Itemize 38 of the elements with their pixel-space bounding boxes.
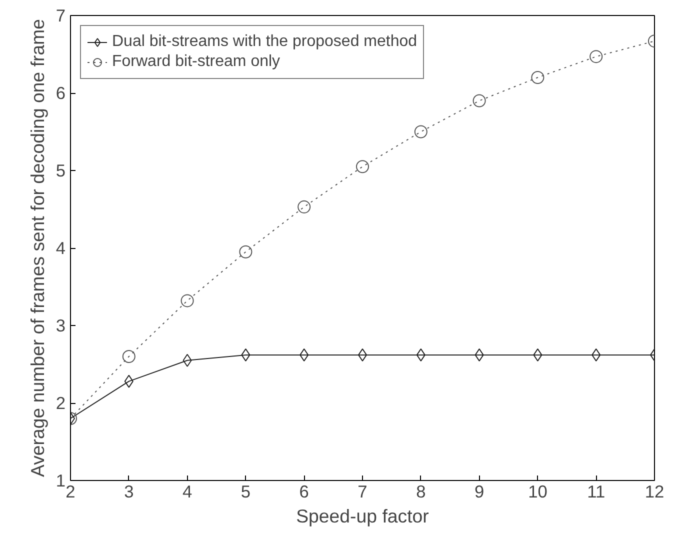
point: [533, 348, 542, 362]
legend-label: Dual bit-streams with the proposed method: [112, 33, 418, 51]
x-axis-title: Speed-up factor: [296, 506, 429, 526]
point: [474, 348, 484, 362]
x-tick-label: 4: [182, 482, 192, 502]
x-tick-label: 3: [124, 482, 134, 502]
y-tick-label: 3: [56, 316, 66, 336]
y-tick-label: 5: [56, 160, 66, 180]
point: [592, 348, 601, 362]
y-tick-label: 2: [56, 393, 66, 413]
x-tick-label: 9: [474, 482, 484, 502]
y-tick-label: 4: [56, 238, 66, 258]
point: [180, 294, 194, 308]
point: [298, 200, 311, 214]
point: [241, 348, 250, 362]
point: [356, 160, 369, 174]
x-tick-label: 12: [644, 482, 664, 502]
x-tick-label: 6: [299, 482, 309, 502]
point: [182, 354, 192, 367]
x-tick-label: 8: [416, 482, 426, 502]
y-axis-title: Average number of frames sent for decoding one frame: [26, 18, 48, 478]
point: [239, 245, 252, 258]
y-tick-label: 7: [56, 6, 66, 26]
y-tick-label: 1: [56, 470, 66, 490]
point: [531, 71, 544, 84]
point: [122, 350, 136, 363]
x-tick-label: 5: [240, 482, 251, 502]
legend-label: Forward bit-stream only: [112, 53, 280, 71]
point: [300, 348, 309, 362]
point: [414, 125, 428, 138]
point: [590, 50, 603, 64]
x-tick-label: 11: [587, 482, 606, 502]
point: [472, 94, 486, 108]
point: [124, 374, 134, 388]
y-tick-label: 6: [56, 83, 66, 103]
x-tick-label: 7: [358, 482, 368, 502]
x-tick-label: 10: [528, 482, 548, 502]
point: [416, 348, 426, 362]
